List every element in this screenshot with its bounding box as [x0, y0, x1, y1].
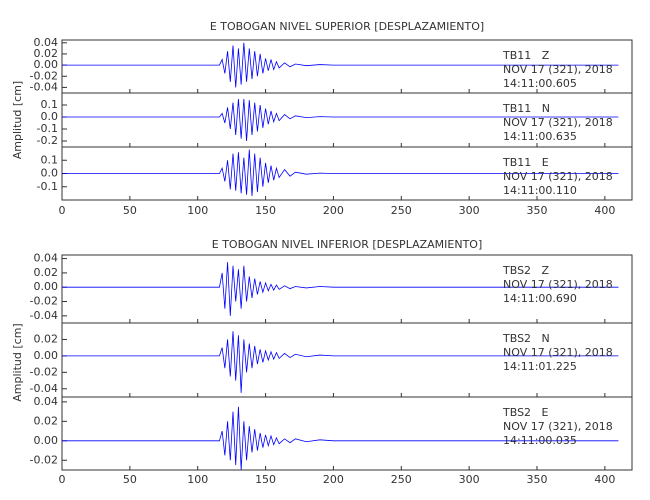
- y-tick-label: 0.02: [34, 332, 59, 345]
- x-tick-label: 50: [123, 473, 137, 486]
- x-tick-label: 0: [59, 473, 66, 486]
- date-label: NOV 17 (321), 2018: [503, 278, 613, 291]
- y-tick-label: 0.0: [41, 167, 59, 180]
- x-tick-label: 100: [187, 473, 208, 486]
- waveform: [62, 262, 619, 316]
- time-label: 14:11:00.635: [503, 130, 577, 143]
- y-tick-label: -0.02: [30, 69, 58, 82]
- y-tick-label: 0.04: [34, 252, 59, 265]
- date-label: NOV 17 (321), 2018: [503, 63, 613, 76]
- y-axis-label: Amplitud [cm]: [11, 323, 24, 401]
- waveform: [62, 331, 619, 393]
- x-tick-label: 0: [59, 204, 66, 217]
- y-tick-label: 0.00: [34, 434, 59, 447]
- station-label: TB11 N: [502, 102, 550, 115]
- date-label: NOV 17 (321), 2018: [503, 116, 613, 129]
- time-label: 14:11:00.110: [503, 184, 577, 197]
- y-tick-label: -0.04: [30, 309, 58, 322]
- x-tick-label: 400: [594, 473, 615, 486]
- station-label: TB11 E: [502, 156, 549, 169]
- x-tick-label: 200: [323, 473, 344, 486]
- station-label: TB11 Z: [502, 49, 550, 62]
- y-tick-label: -0.04: [30, 382, 58, 395]
- date-label: NOV 17 (321), 2018: [503, 170, 613, 183]
- time-label: 14:11:00.035: [503, 434, 577, 447]
- x-tick-label: 300: [459, 473, 480, 486]
- y-tick-label: 0.1: [41, 153, 59, 166]
- y-tick-label: -0.04: [30, 80, 58, 93]
- panel-title: E TOBOGAN NIVEL INFERIOR [DESPLAZAMIENTO…: [212, 238, 483, 251]
- waveform: [62, 149, 619, 197]
- y-axis-label: Amplitud [cm]: [11, 81, 24, 159]
- x-tick-label: 350: [527, 473, 548, 486]
- subplot-frame: [61, 396, 633, 471]
- y-tick-label: -0.02: [30, 453, 58, 466]
- station-label: TBS2 Z: [502, 264, 550, 277]
- y-tick-label: 0.00: [34, 58, 59, 71]
- time-label: 14:11:01.225: [503, 360, 577, 373]
- date-label: NOV 17 (321), 2018: [503, 346, 613, 359]
- y-tick-label: -0.2: [37, 134, 58, 147]
- y-tick-label: 0.04: [34, 395, 59, 408]
- time-label: 14:11:00.605: [503, 77, 577, 90]
- y-tick-label: 0.02: [34, 47, 59, 60]
- x-tick-label: 250: [391, 473, 412, 486]
- time-label: 14:11:00.690: [503, 292, 577, 305]
- y-tick-label: 0.02: [34, 266, 59, 279]
- x-tick-label: 400: [594, 204, 615, 217]
- x-tick-label: 50: [123, 204, 137, 217]
- y-tick-label: 0.0: [41, 110, 59, 123]
- y-tick-label: 0.04: [34, 36, 59, 49]
- y-tick-label: -0.1: [37, 122, 58, 135]
- y-tick-label: -0.02: [30, 295, 58, 308]
- waveform: [62, 42, 619, 88]
- x-tick-label: 200: [323, 204, 344, 217]
- date-label: NOV 17 (321), 2018: [503, 420, 613, 433]
- x-tick-label: 100: [187, 204, 208, 217]
- y-tick-label: 0.02: [34, 414, 59, 427]
- x-tick-label: 300: [459, 204, 480, 217]
- y-tick-label: -0.02: [30, 365, 58, 378]
- station-label: TBS2 N: [502, 332, 550, 345]
- station-label: TBS2 E: [502, 406, 549, 419]
- x-tick-label: 150: [255, 473, 276, 486]
- waveform: [62, 98, 619, 142]
- y-tick-label: 0.00: [34, 349, 59, 362]
- x-tick-label: 350: [527, 204, 548, 217]
- waveform: [62, 406, 619, 471]
- y-tick-label: 0.00: [34, 280, 59, 293]
- x-tick-label: 150: [255, 204, 276, 217]
- panel-title: E TOBOGAN NIVEL SUPERIOR [DESPLAZAMIENTO…: [210, 20, 484, 33]
- x-tick-label: 250: [391, 204, 412, 217]
- y-tick-label: -0.1: [37, 180, 58, 193]
- y-tick-label: 0.1: [41, 98, 59, 111]
